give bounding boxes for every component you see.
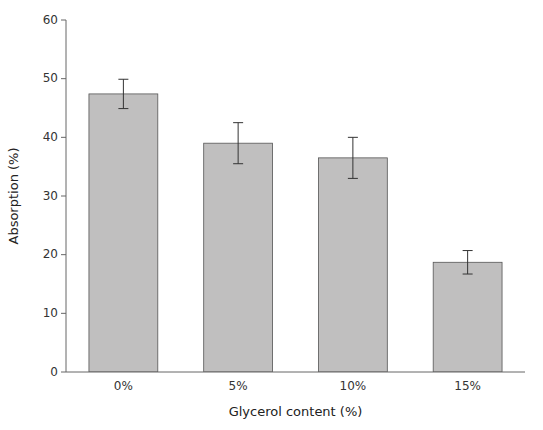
- page: {"chart_data": {"type": "bar", "categori…: [0, 0, 543, 430]
- error-bar-path: [463, 251, 473, 274]
- error-bar-path: [233, 123, 243, 164]
- x-tick-label: 0%: [114, 379, 133, 393]
- y-tick: [61, 78, 66, 79]
- bar: [433, 262, 502, 372]
- y-tick-label: 10: [43, 306, 58, 320]
- bar: [89, 94, 158, 372]
- y-tick: [61, 313, 66, 314]
- y-tick: [61, 137, 66, 138]
- y-tick-label: 20: [43, 247, 58, 261]
- y-tick-label: 40: [43, 130, 58, 144]
- error-bar-path: [118, 79, 128, 108]
- marks: [89, 79, 502, 372]
- bar: [204, 143, 273, 372]
- y-tick: [61, 372, 66, 373]
- bar: [318, 158, 387, 372]
- y-tick: [61, 254, 66, 255]
- y-axis-label: Absorption (%): [6, 148, 21, 245]
- y-tick-label: 0: [50, 365, 58, 379]
- x-tick-label: 5%: [229, 379, 248, 393]
- chart-container: 0 10 20 30 40 50 60 0% 5% 10% 15% Glycerol content …: [0, 0, 543, 430]
- error-bar: [463, 251, 473, 274]
- chart-svg: 0 10 20 30 40 50 60 0% 5% 10% 15% Glycerol content …: [0, 0, 543, 430]
- error-bar-path: [348, 137, 358, 178]
- x-axis-label: Glycerol content (%): [229, 404, 363, 419]
- error-bar: [348, 137, 358, 178]
- y-tick-label: 60: [43, 13, 58, 27]
- y-tick-label: 30: [43, 189, 58, 203]
- x-tick-label: 15%: [454, 379, 481, 393]
- y-tick-label: 50: [43, 71, 58, 85]
- y-tick: [61, 20, 66, 21]
- x-axis-line: [66, 372, 525, 373]
- axes: 0 10 20 30 40 50 60 0% 5% 10% 15%: [43, 13, 525, 394]
- error-bar: [118, 79, 128, 108]
- x-tick-label: 10%: [340, 379, 367, 393]
- error-bar: [233, 123, 243, 164]
- y-tick: [61, 196, 66, 197]
